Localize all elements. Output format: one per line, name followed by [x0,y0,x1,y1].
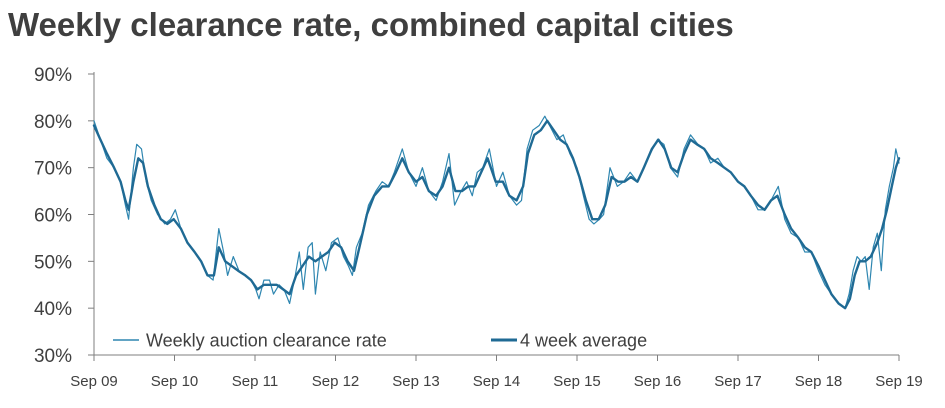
chart-title: Weekly clearance rate, combined capital … [8,6,734,43]
axes [88,72,900,361]
x-tick-label: Sep 13 [392,373,440,390]
series-line-weekly-clearance [93,115,900,309]
series-layer [92,115,901,310]
y-tick-label: 90% [34,65,72,86]
x-tick-label: Sep 11 [232,373,278,390]
y-tick-label: 70% [34,159,72,180]
y-tick-label: 60% [34,206,72,227]
y-tick-label: 80% [34,112,72,133]
x-tick-label: Sep 10 [151,373,199,390]
series-line-4-week-average [92,119,901,310]
x-axis-labels: Sep 09 Sep 10 Sep 11 Sep 12 Sep 13 Sep 14 Sep … [70,373,923,390]
x-tick-label: Sep 17 [714,373,762,390]
x-tick-label: Sep 14 [473,373,521,390]
x-tick-label: Sep 09 [70,373,118,390]
x-tick-label: Sep 16 [634,373,682,390]
y-axis-labels: 30% 40% 50% 60% 70% 80% 90% [34,65,72,367]
legend-average-label: 4 week average [520,331,647,351]
x-tick-label: Sep 12 [312,373,360,390]
x-tick-label: Sep 19 [875,373,923,390]
y-tick-label: 40% [34,299,72,320]
y-tick-label: 50% [34,252,72,273]
legend-weekly-label: Weekly auction clearance rate [146,331,387,351]
legend: Weekly auction clearance rate 4 week ave… [113,331,647,351]
x-tick-label: Sep 18 [795,373,843,390]
y-tick-label: 30% [34,346,72,367]
x-tick-label: Sep 15 [553,373,601,390]
